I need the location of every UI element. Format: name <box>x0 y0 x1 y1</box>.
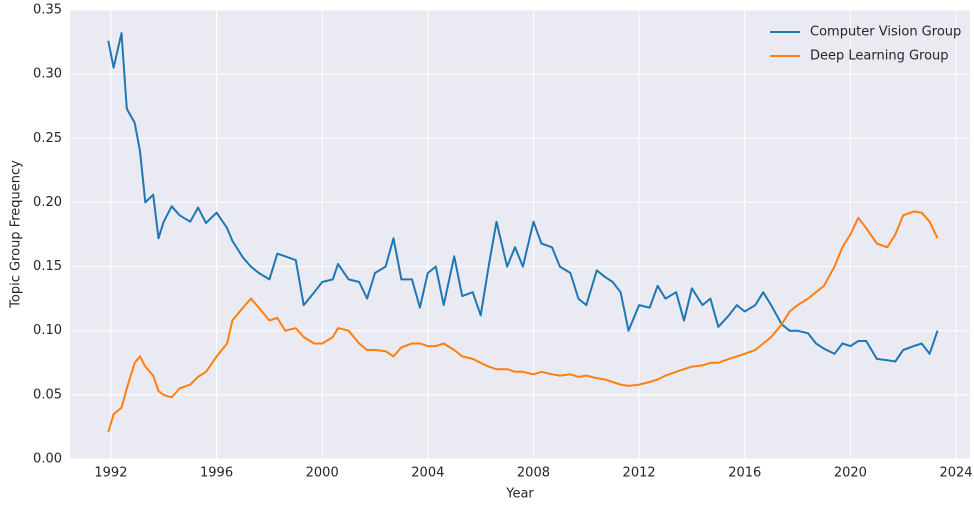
x-axis-label: Year <box>505 487 534 502</box>
line <box>107 210 939 433</box>
x-tick-label: 2004 <box>411 466 444 481</box>
x-tick-label: 2008 <box>517 466 550 481</box>
y-tick-label: 0.30 <box>33 67 62 82</box>
x-tick-label: 2012 <box>623 466 656 481</box>
y-tick-label: 0.15 <box>33 259 62 274</box>
x-tick-label: 2000 <box>306 466 339 481</box>
y-tick-label: 0.20 <box>33 195 62 210</box>
legend-label: Deep Learning Group <box>810 49 949 64</box>
y-tick-label: 0.10 <box>33 323 62 338</box>
x-tick-label: 1992 <box>94 466 127 481</box>
x-tick-label: 2020 <box>834 466 867 481</box>
plot-area <box>70 10 970 459</box>
x-tick-label: 2016 <box>728 466 761 481</box>
x-tick-label: 1996 <box>200 466 233 481</box>
line <box>107 32 939 363</box>
legend-label: Computer Vision Group <box>810 25 961 40</box>
y-axis-label: Topic Group Frequency <box>9 160 24 309</box>
y-tick-label: 0.25 <box>33 131 62 146</box>
x-tick-label: 2024 <box>939 466 972 481</box>
y-tick-label: 0.00 <box>33 452 62 467</box>
y-tick-label: 0.05 <box>33 387 62 402</box>
y-tick-label: 0.35 <box>33 3 62 18</box>
